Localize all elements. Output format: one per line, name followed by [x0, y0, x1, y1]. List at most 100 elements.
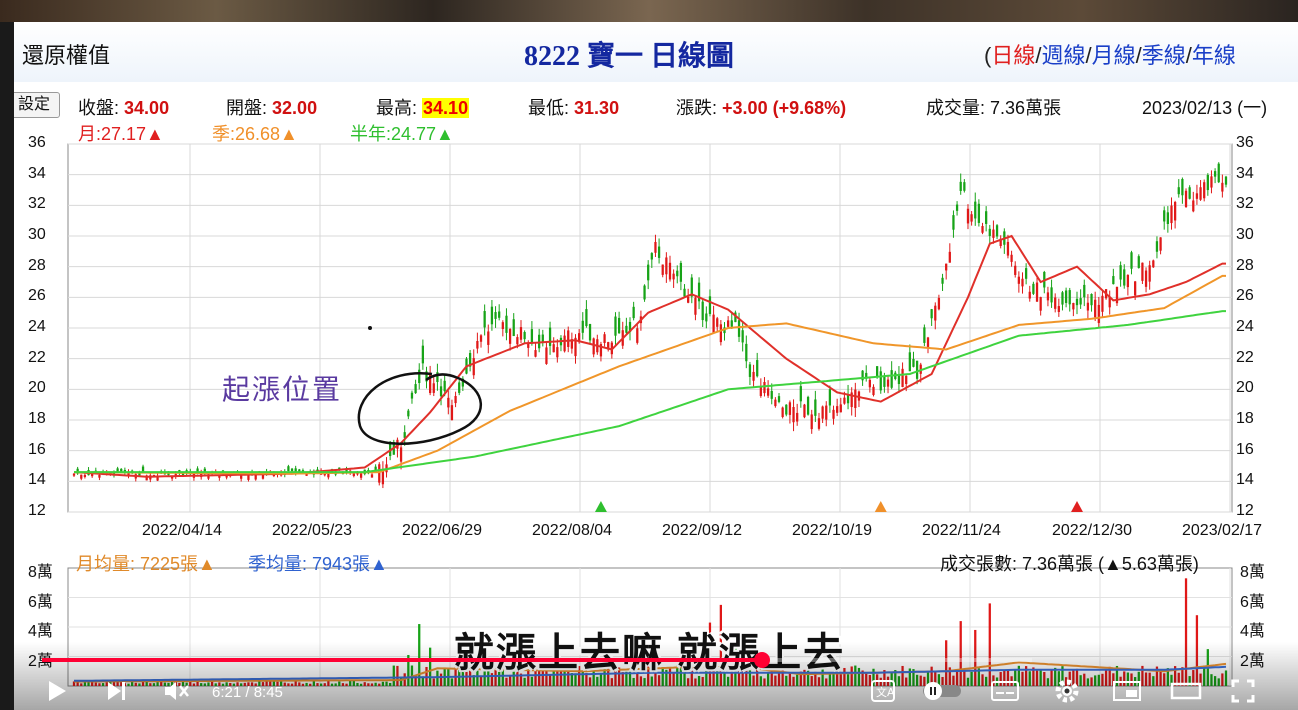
volume-bar: [719, 604, 722, 686]
candle-body: [926, 337, 930, 348]
price-tick-label: 36: [28, 134, 46, 151]
signal-triangle: [594, 501, 607, 512]
volume-bar: [1028, 671, 1031, 686]
volume-bar: [1097, 674, 1100, 686]
candle-body: [599, 344, 603, 357]
candle-body: [512, 319, 515, 337]
volume-bar: [200, 683, 203, 686]
volume-bar: [1210, 674, 1213, 686]
candle-body: [647, 264, 650, 281]
play-icon[interactable]: [44, 678, 70, 710]
volume-bar: [578, 666, 581, 686]
volume-bar: [101, 683, 105, 686]
candle-body: [116, 468, 119, 472]
volume-bar: [817, 677, 821, 686]
volume-bar: [1079, 675, 1082, 686]
candle-body: [120, 468, 123, 473]
volume-tick-label: 6萬: [28, 593, 53, 611]
candle-body: [617, 317, 621, 334]
volume-bar: [508, 674, 512, 686]
volume-bar: [72, 681, 76, 686]
autoplay-toggle[interactable]: [922, 680, 962, 708]
price-tick-label: 30: [1236, 226, 1254, 243]
candle-body: [955, 204, 959, 211]
volume-bar: [250, 682, 254, 686]
volume-bar: [290, 683, 294, 686]
date-tick-label: 2022/11/24: [922, 522, 1001, 539]
price-change: 漲跌: +3.00 (+9.68%): [676, 98, 847, 118]
candle-body: [697, 282, 701, 302]
volume-bar: [120, 680, 123, 686]
candle-body: [748, 364, 752, 377]
next-icon[interactable]: [104, 678, 130, 710]
restore-weight-label[interactable]: 還原權值: [22, 43, 111, 68]
price-tick-label: 34: [1236, 164, 1254, 182]
candle-body: [1148, 265, 1151, 282]
volume-bar: [498, 671, 501, 686]
volume-quarter-avg-line: [74, 665, 1227, 682]
volume-bar: [792, 676, 795, 686]
candle-body: [832, 409, 835, 419]
volume-bar: [683, 673, 686, 686]
progress-scrubber[interactable]: [754, 652, 770, 668]
volume-bar: [781, 670, 784, 686]
title-bar: [14, 22, 1298, 82]
period-yearly[interactable]: 年線: [1191, 43, 1236, 68]
volume-bar: [988, 603, 991, 686]
volume-bar: [1083, 673, 1086, 686]
volume-bar: [1064, 677, 1068, 686]
mute-icon[interactable]: [162, 678, 190, 710]
candle-body: [156, 475, 159, 481]
volume-bar: [196, 681, 199, 686]
volume-bar: [770, 668, 773, 686]
period-daily[interactable]: 日線: [991, 43, 1036, 68]
theater-mode-icon[interactable]: [1170, 680, 1202, 708]
settings-button[interactable]: 設定: [14, 92, 60, 118]
candle-body: [777, 396, 781, 402]
volume-bar: [534, 669, 537, 686]
volume-bar: [1014, 669, 1017, 686]
ma-halfyear-line: [74, 310, 1226, 474]
candle-body: [552, 344, 555, 353]
volume-bar: [999, 672, 1002, 686]
volume-bar: [1123, 671, 1126, 686]
volume-summary: 成交張數: 7.36萬張 (▲5.63萬張): [940, 554, 1199, 574]
candle-body: [352, 473, 355, 477]
volume-bar: [192, 683, 196, 686]
candle-body: [1213, 171, 1217, 177]
ma-month-legend: 月:27.17▲: [78, 124, 164, 144]
candle-body: [1072, 303, 1075, 310]
volume-bar: [207, 682, 210, 686]
subtitles-icon[interactable]: [990, 680, 1020, 708]
candle-body: [345, 468, 348, 473]
volume-bar: [167, 682, 170, 686]
candle-body: [578, 333, 581, 343]
period-weekly[interactable]: 週線: [1041, 43, 1086, 68]
candle-body: [603, 334, 606, 343]
annotation-dot: [368, 326, 372, 330]
volume-bar: [585, 672, 588, 686]
period-quarterly[interactable]: 季線: [1141, 43, 1186, 68]
date-tick-label: 2023/02/17: [1182, 522, 1263, 539]
volume-bar: [872, 668, 875, 686]
fullscreen-icon[interactable]: [1230, 678, 1256, 710]
gear-icon[interactable]: [1054, 678, 1080, 710]
volume-bar: [389, 683, 392, 686]
candle-body: [218, 475, 221, 478]
volume-bar: [908, 668, 911, 686]
volume-bar: [657, 675, 661, 686]
volume-bar: [992, 675, 995, 686]
candle-body: [716, 318, 719, 327]
volume-tick-label: 2萬: [28, 647, 53, 671]
candle-body: [719, 324, 722, 343]
period-monthly[interactable]: 月線: [1091, 43, 1136, 68]
volume-bar: [548, 674, 552, 686]
volume-bar: [541, 666, 544, 686]
volume-bar: [955, 669, 959, 686]
candle-body: [1163, 210, 1166, 222]
miniplayer-icon[interactable]: [1112, 680, 1142, 708]
candle-body: [806, 396, 810, 415]
captions-language-icon[interactable]: 文A: [870, 678, 896, 710]
volume-bar: [138, 683, 141, 686]
volume-bar: [432, 678, 435, 686]
